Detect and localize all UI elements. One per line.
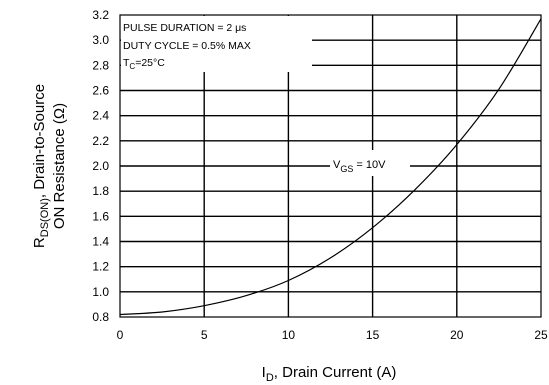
x-tick-labels: 0 5 10 15 20 25: [117, 328, 548, 342]
annotation-box: [121, 16, 312, 72]
series-label-sub: GS: [340, 164, 353, 174]
y-tick-label: 3.2: [92, 8, 109, 22]
y-tick-labels: 0.8 1.0 1.2 1.4 1.6 1.8 2.0 2.2 2.4 2.6 2.8 3.0 3.2: [92, 8, 109, 324]
y-tick-label: 0.8: [92, 310, 109, 324]
y-tick-label: 1.0: [92, 285, 109, 299]
y-axis-label-line2: ON Resistance (Ω): [51, 103, 68, 229]
y-axis-label-main: R: [31, 237, 48, 248]
plot-frame: [119, 14, 542, 318]
y-tick-label: 2.0: [92, 159, 109, 173]
y-tick-label: 2.8: [92, 58, 109, 72]
y-axis-label-line1: RDS(ON), Drain-to-Source: [31, 84, 51, 248]
x-axis-label-rest: , Drain Current (A): [274, 364, 397, 381]
series-label-background: [330, 150, 410, 176]
annotation-tc-sub: C: [129, 62, 135, 71]
y-axis-label-rest: , Drain-to-Source: [31, 84, 48, 198]
y-tick-label: 2.4: [92, 109, 109, 123]
series-vgs-10v-line: [119, 18, 542, 316]
x-axis-label: ID, Drain Current (A): [262, 364, 397, 384]
y-tick-label: 1.8: [92, 184, 109, 198]
x-tick-label: 15: [366, 328, 380, 342]
series-label-main: V: [333, 159, 341, 171]
annotation-pulse-duration: PULSE DURATION = 2 μs: [123, 22, 246, 34]
horizontal-gridlines: [120, 39, 541, 293]
series-label-vgs: VGS = 10V: [333, 159, 386, 174]
y-tick-label: 1.4: [92, 235, 109, 249]
x-tick-label: 0: [117, 328, 124, 342]
y-axis-label-sub: DS(ON): [39, 198, 51, 237]
x-tick-label: 25: [534, 328, 548, 342]
series-label-rest: = 10V: [353, 159, 386, 171]
y-axis-label: RDS(ON), Drain-to-Source ON Resistance (…: [31, 84, 68, 248]
y-tick-label: 3.0: [92, 33, 109, 47]
annotation-duty-cycle: DUTY CYCLE = 0.5% MAX: [123, 40, 251, 52]
annotation-tc-rest: =25°C: [135, 57, 165, 69]
annotation-case-temperature: TC=25°C: [123, 57, 165, 71]
y-tick-label: 1.6: [92, 209, 109, 223]
annotation-tc-main: T: [123, 57, 130, 69]
x-axis-label-sub: D: [266, 372, 274, 384]
y-tick-label: 1.2: [92, 260, 109, 274]
x-axis-label-main: I: [262, 364, 266, 381]
x-tick-label: 5: [201, 328, 208, 342]
x-tick-label: 10: [282, 328, 296, 342]
y-tick-label: 2.2: [92, 134, 109, 148]
y-tick-label: 2.6: [92, 84, 109, 98]
x-tick-label: 20: [450, 328, 464, 342]
